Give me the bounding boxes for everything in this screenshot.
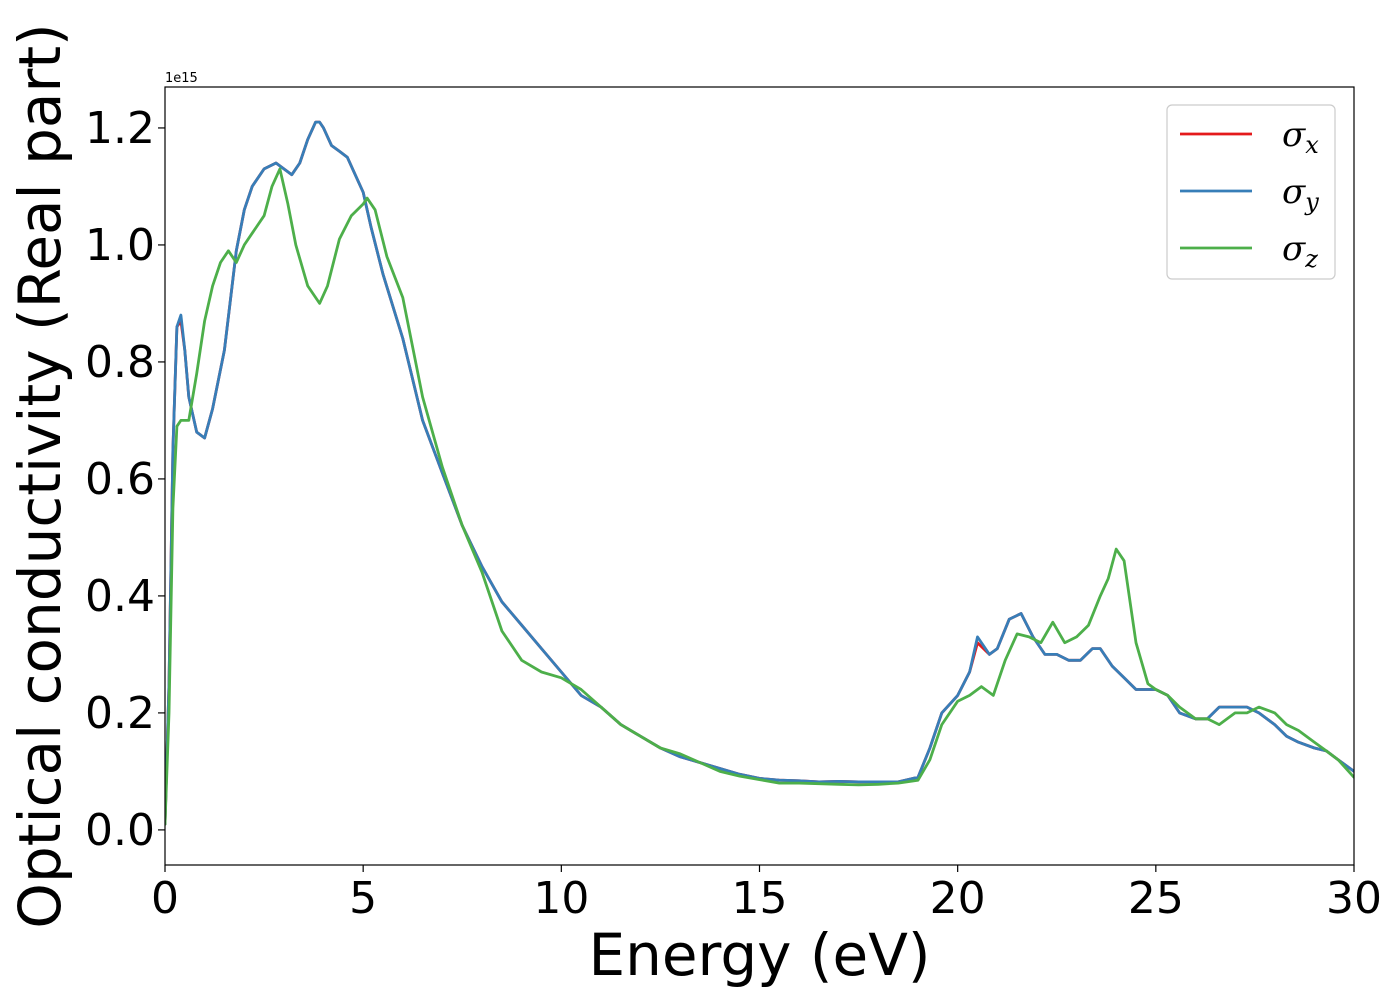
y-tick-label: 0.8 [85,337,155,388]
x-tick-label: 5 [349,873,377,924]
x-tick-label: 20 [930,873,986,924]
y-tick-label: 0.4 [85,571,155,622]
y-axis: 0.0 0.2 0.4 0.6 0.8 1.0 1.2 [85,103,165,856]
y-tick-label: 0.0 [85,805,155,856]
y-tick-label: 0.6 [85,454,155,505]
y-tick-label: 1.0 [85,220,155,271]
series-line-z [165,167,1354,826]
x-axis-title: Energy (eV) [588,921,930,989]
legend-label-z: σz [1282,229,1318,273]
x-tick-label: 30 [1326,873,1382,924]
y-offset-label: 1e15 [165,71,198,86]
legend-label-x: σx [1282,115,1319,159]
x-tick-label: 25 [1128,873,1184,924]
series-line-y [165,120,1354,826]
y-tick-label: 1.2 [85,103,155,154]
x-tick-label: 10 [533,873,589,924]
legend-label-y: σy [1282,172,1319,216]
y-axis-title: Optical conductivity (Real part) [6,23,74,928]
x-tick-label: 0 [151,873,179,924]
x-axis: 0 5 10 15 20 25 30 [151,865,1382,924]
legend: σx σy σz [1166,104,1336,280]
y-tick-label: 0.2 [85,688,155,739]
series-layer [165,120,1354,826]
x-tick-label: 15 [732,873,788,924]
